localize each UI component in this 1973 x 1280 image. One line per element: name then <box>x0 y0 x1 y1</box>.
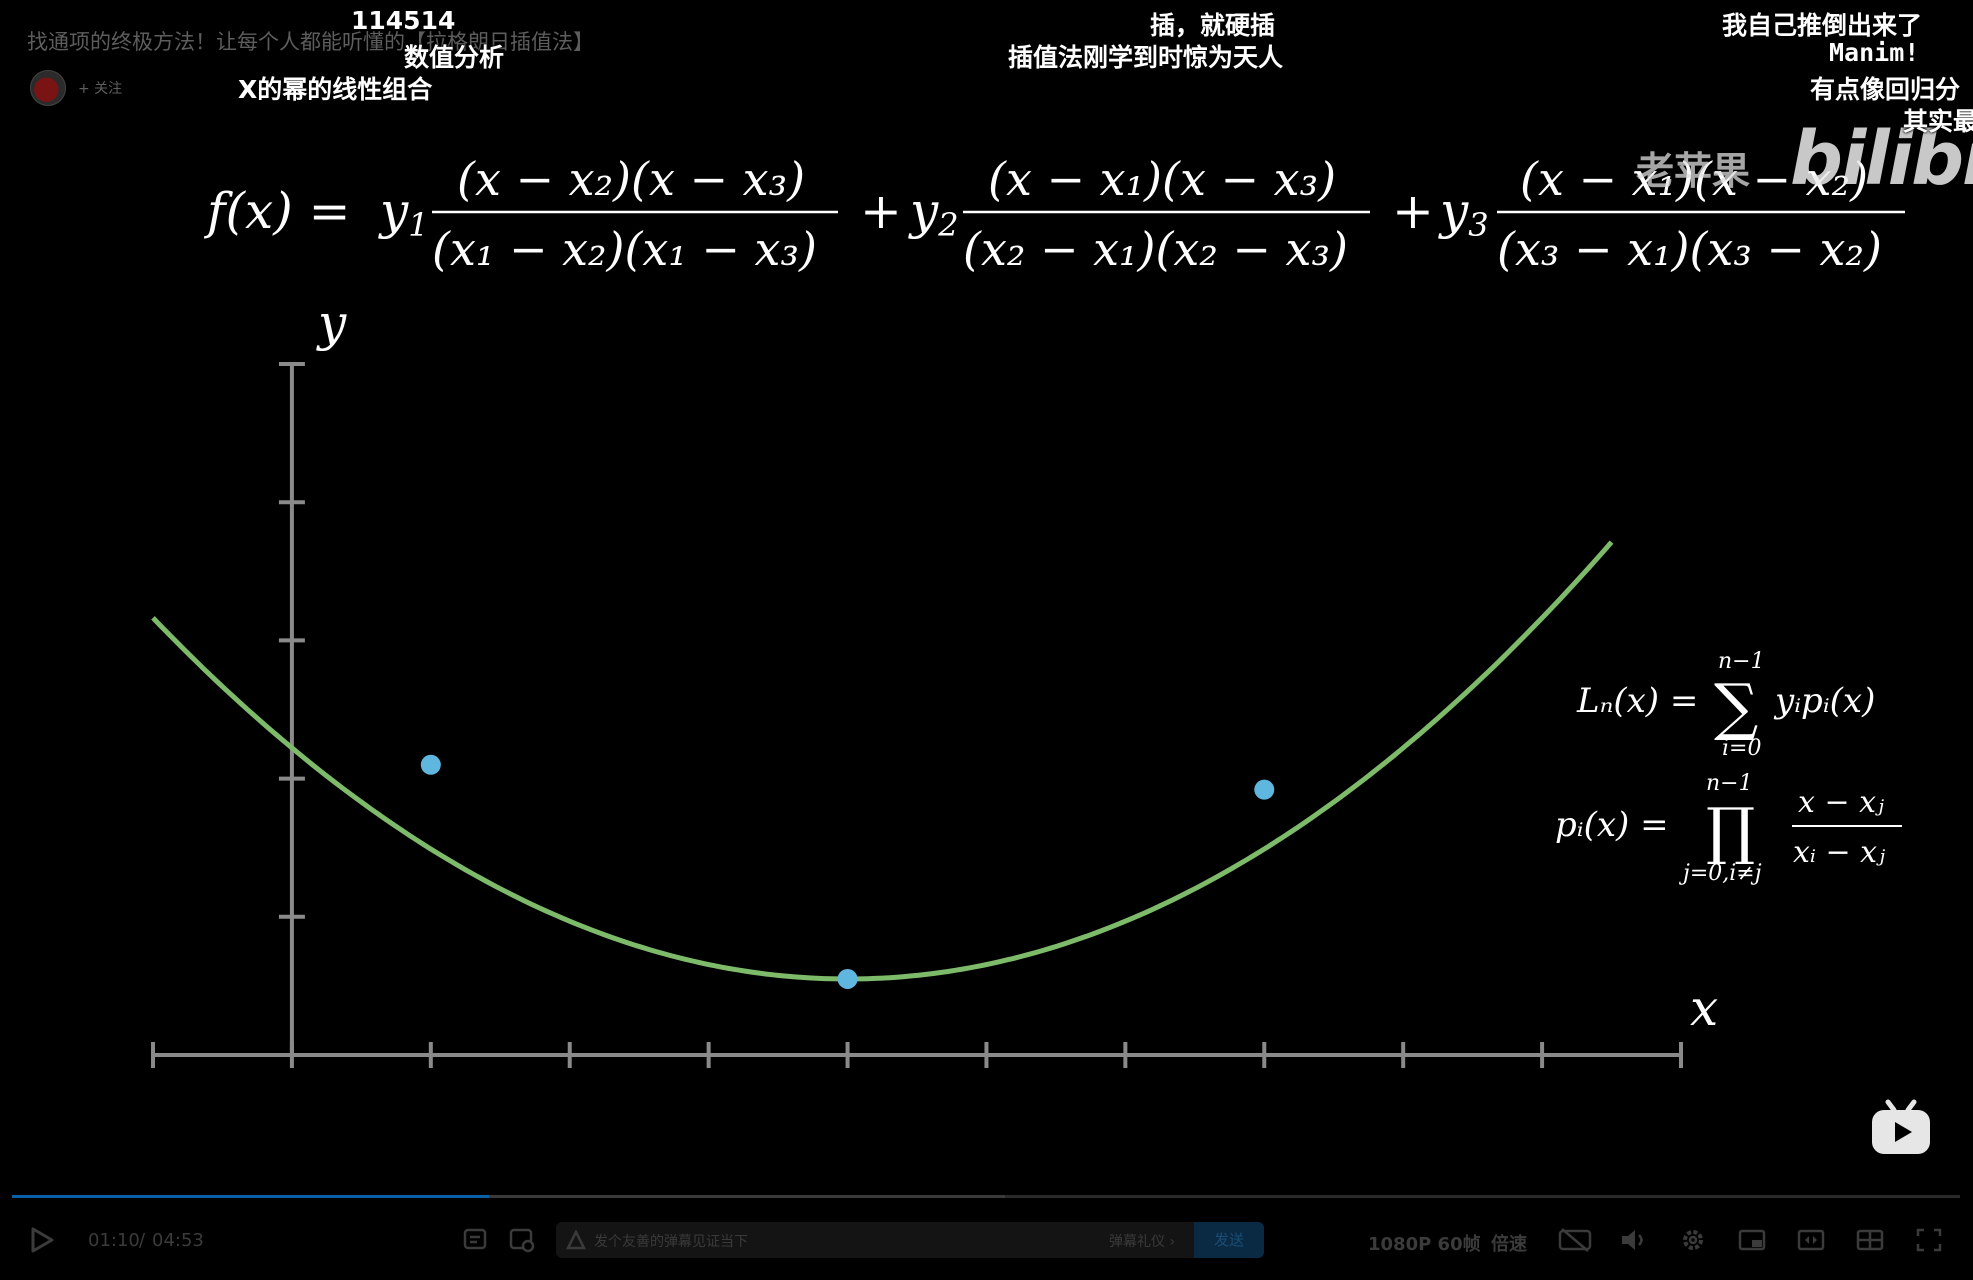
progress-played <box>12 1195 490 1198</box>
danmaku-comment: 有点像回归分 <box>1810 75 1961 104</box>
formula-lhs: f(x) = <box>203 182 351 240</box>
bilibili-tv-icon <box>1872 1099 1930 1154</box>
danmaku-comment: 插，就硬插 <box>1150 11 1276 40</box>
x-axis-label: x <box>1690 979 1718 1037</box>
danmaku-etiquette-link[interactable]: 弹幕礼仪 › <box>1109 1234 1176 1250</box>
fullscreen-icon[interactable] <box>1915 1227 1943 1253</box>
danmaku-comment: 数值分析 <box>404 43 505 72</box>
danmaku-comment: X的幂的线性组合 <box>238 75 433 104</box>
play-icon[interactable] <box>28 1227 56 1253</box>
video-title: 找通项的终极方法！让每个人都能听懂的【拉格朗日插值法】 <box>27 30 594 54</box>
danmaku-comment: Manim! <box>1829 38 1920 67</box>
player-controls: 01:10 / 04:53 发个友善的弹幕见证当下 弹幕礼仪 › 发送 1080… <box>0 1210 1973 1270</box>
time-total: 04:53 <box>152 1230 204 1251</box>
term1-coef: y1 <box>378 182 429 244</box>
pi-numerator: x − xⱼ <box>1798 785 1884 820</box>
subtitle-off-icon[interactable] <box>1558 1227 1592 1253</box>
coordinate-axes <box>151 362 1683 1068</box>
progress-buffer <box>12 1195 1006 1198</box>
avatar[interactable] <box>30 70 66 106</box>
term1-numerator: (x − x₂)(x − x₃) <box>457 152 805 206</box>
pi-prod-bottom: j=0,i≠j <box>1678 861 1762 886</box>
data-points-layer <box>420 754 1275 989</box>
progress-bar[interactable] <box>12 1195 1960 1198</box>
data-point <box>420 754 441 775</box>
data-point <box>1254 779 1275 800</box>
danmaku-input-placeholder: 发个友善的弹幕见证当下 <box>594 1234 748 1250</box>
pip-icon[interactable] <box>1738 1227 1766 1253</box>
term3-denominator: (x₃ − x₁)(x₃ − x₂) <box>1497 222 1882 276</box>
danmaku-style-icon[interactable] <box>566 1230 586 1250</box>
interpolation-curve-layer <box>151 540 1614 982</box>
sum-symbol: ∑ <box>1714 670 1758 743</box>
term3-numerator: (x − x₁)(x − x₂) <box>1520 152 1868 206</box>
follow-button[interactable]: + 关注 <box>78 81 123 97</box>
product-symbol: ∏ <box>1706 794 1755 867</box>
author-watermark: 老苹果 <box>1636 149 1751 193</box>
plus-sign-2: + <box>1392 182 1434 240</box>
danmaku-toggle-icon[interactable] <box>462 1227 490 1253</box>
time-current: 01:10 <box>88 1230 140 1251</box>
term2-numerator: (x − x₁)(x − x₃) <box>988 152 1336 206</box>
danmaku-comment: 我自己推倒出来了 <box>1722 11 1923 40</box>
ln-sum-top: n−1 <box>1718 649 1765 674</box>
ln-body: yᵢpᵢ(x) <box>1773 681 1875 721</box>
lagrange-summary-formulas: Lₙ(x) = n−1 ∑ i=0 yᵢpᵢ(x) pᵢ(x) = n−1 ∏ … <box>1555 649 1902 886</box>
danmaku-comment: 插值法刚学到时惊为天人 <box>1008 43 1284 72</box>
term3-coef: y3 <box>1438 182 1489 244</box>
uploader-info: + 关注 <box>30 70 122 106</box>
speed-selector[interactable]: 倍速 <box>1491 1234 1527 1255</box>
interpolation-curve <box>151 540 1614 982</box>
danmaku-settings-icon[interactable] <box>508 1227 536 1253</box>
term1-denominator: (x₁ − x₂)(x₁ − x₃) <box>432 222 817 276</box>
pi-denominator: xᵢ − xⱼ <box>1793 835 1885 870</box>
time-separator: / <box>139 1230 146 1251</box>
term2-denominator: (x₂ − x₁)(x₂ − x₃) <box>963 222 1348 276</box>
danmaku-comment: 114514 <box>351 6 456 35</box>
lagrange-formula: f(x) = y1 (x − x₂)(x − x₃) (x₁ − x₂)(x₁ … <box>203 152 1905 276</box>
pi-lhs: pᵢ(x) = <box>1555 805 1669 845</box>
term2-coef: y2 <box>908 182 959 244</box>
ln-sum-bottom: i=0 <box>1722 736 1761 761</box>
send-button[interactable]: 发送 <box>1194 1222 1264 1258</box>
fullscreen-web-icon[interactable] <box>1856 1227 1884 1253</box>
bilibili-logo-watermark: bilibili <box>1790 116 1973 202</box>
math-canvas: f(x) = y1 (x − x₂)(x − x₃) (x₁ − x₂)(x₁ … <box>151 152 1905 1068</box>
data-point <box>837 968 858 989</box>
volume-icon[interactable] <box>1619 1227 1647 1253</box>
pi-prod-top: n−1 <box>1706 771 1753 796</box>
plus-sign-1: + <box>860 182 902 240</box>
y-axis-label: y <box>316 294 347 352</box>
quality-selector[interactable]: 1080P 60帧 <box>1368 1234 1481 1255</box>
danmaku-comment: 其实最 <box>1903 107 1973 136</box>
settings-icon[interactable] <box>1679 1227 1707 1253</box>
ln-lhs: Lₙ(x) = <box>1576 681 1698 721</box>
widescreen-icon[interactable] <box>1797 1227 1825 1253</box>
danmaku-input[interactable]: 发个友善的弹幕见证当下 弹幕礼仪 › 发送 <box>556 1222 1264 1258</box>
